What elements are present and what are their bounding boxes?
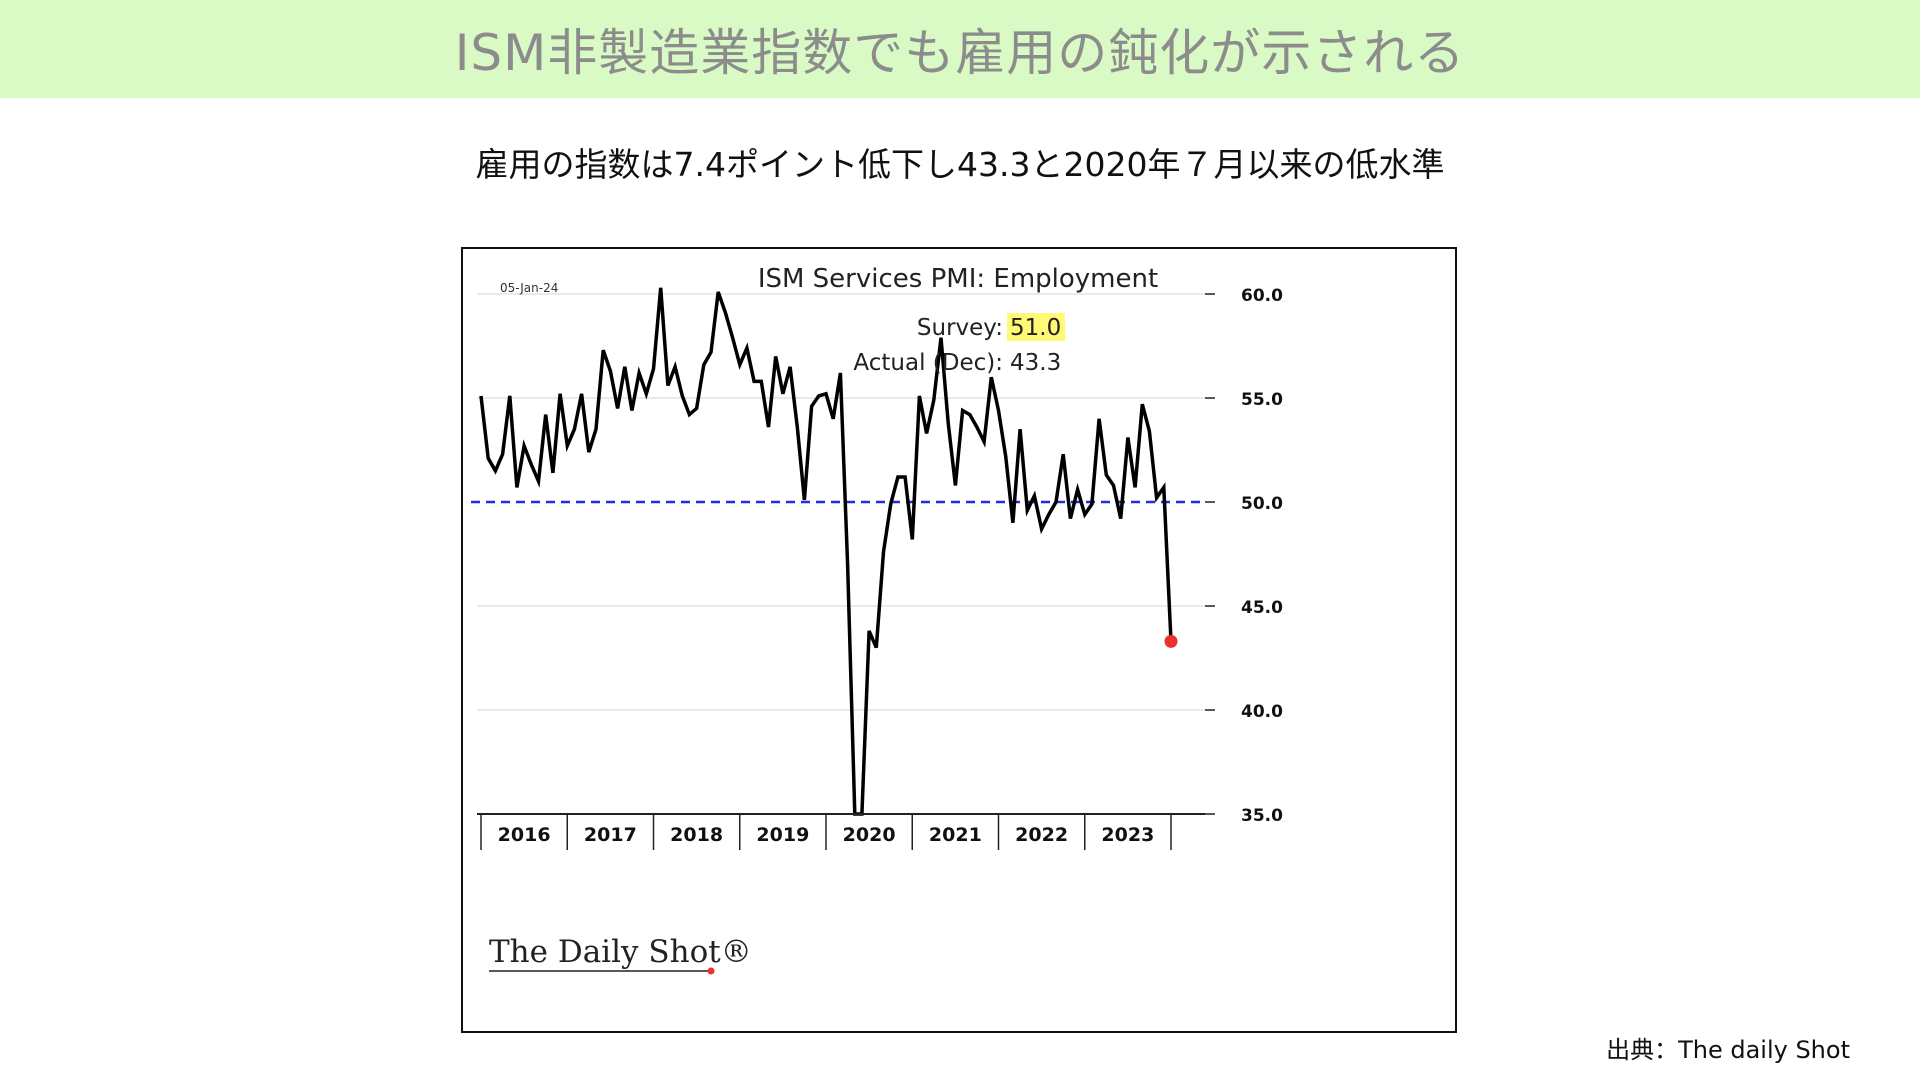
ytick-label: 60.0 [1241,286,1283,306]
last-point-marker [1164,634,1178,648]
source-credit: 出典：The daily Shot [1606,1036,1850,1064]
xtick-label: 2020 [843,824,896,846]
survey-highlight [1007,313,1065,341]
slide-subtitle: 雇用の指数は7.4ポイント低下し43.3と2020年７月以来の低水準 [475,145,1445,184]
date-stamp: 05-Jan-24 [500,281,558,295]
ytick-label: 35.0 [1241,806,1283,826]
slide-title: ISM非製造業指数でも雇用の鈍化が示される [454,24,1466,82]
line-layer [479,287,1178,816]
ytick-label: 55.0 [1241,390,1283,410]
xtick-label: 2016 [498,824,551,846]
survey-label: Survey: [917,315,1003,341]
xtick-label: 2017 [584,824,637,846]
xtick-label: 2018 [670,824,723,846]
grid-layer [477,293,1205,711]
chart-svg: 60.0 55.0 50.0 45.0 40.0 35.0 2016 2017 2018 2019… [471,264,1283,975]
ytick-label: 50.0 [1241,494,1283,514]
xtick-label: 2023 [1101,824,1154,846]
xtick-label: 2022 [1015,824,1068,846]
xtick-label: 2019 [756,824,809,846]
actual-label: Actual (Dec): [853,350,1003,376]
xtick-label: 2021 [929,824,982,846]
ytick-label: 45.0 [1241,598,1283,618]
watermark-dot [707,967,715,975]
title-band: ISM非製造業指数でも雇用の鈍化が示される [0,0,1920,98]
chart-frame: 60.0 55.0 50.0 45.0 40.0 35.0 2016 2017 2018 2019… [461,247,1457,1033]
watermark-logo: The Daily Shot® [489,934,752,970]
series-line-employment [479,287,1173,816]
chart-title: ISM Services PMI: Employment [758,264,1158,294]
axis-layer: 60.0 55.0 50.0 45.0 40.0 35.0 2016 2017 2018 2019… [477,286,1283,850]
survey-value: 51.0 [1010,315,1061,341]
actual-value: 43.3 [1010,350,1061,376]
ytick-label: 40.0 [1241,702,1283,722]
